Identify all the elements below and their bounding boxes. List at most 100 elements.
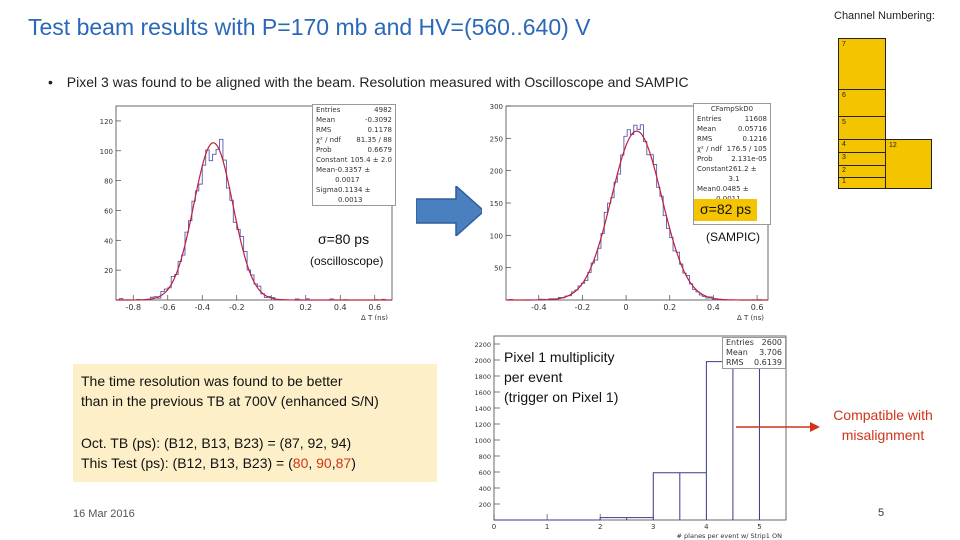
y-tick-label: 2000 (474, 357, 491, 365)
y-tick-label: 250 (490, 135, 503, 143)
y-tick-label: 80 (104, 178, 113, 186)
oscilloscope-stat-key: Constant (316, 156, 348, 164)
x-tick-label: 0.2 (299, 303, 312, 312)
pixel-6-label: 6 (842, 92, 846, 99)
oscilloscope-stat-value: -0.3092 (364, 116, 392, 124)
oscilloscope-stat-row: Constant 105.4 ± 2.0 (313, 155, 395, 165)
sampic-stat-value: 176.5 / 105 (726, 145, 767, 153)
x-tick-label: -0.2 (229, 303, 245, 312)
bullet-symbol: • (48, 74, 53, 90)
pixel-1-label: 1 (842, 178, 846, 185)
sampic-stat-key: Entries (697, 115, 722, 123)
summary-line-2: than in the previous TB at 700V (enhance… (81, 393, 379, 409)
summary-sep-2: , (331, 455, 336, 471)
y-tick-label: 1400 (474, 405, 491, 413)
oscilloscope-stat-value: -0.3357 ± 0.0017 (335, 166, 371, 184)
pixel-6: 6 (838, 89, 886, 117)
pixel-12: 12 (885, 139, 932, 189)
x-tick-label: 0.6 (368, 303, 381, 312)
sampic-stat-value: 0.1216 (742, 135, 768, 143)
red-arrow-icon (736, 422, 820, 432)
oscilloscope-stat-row: RMS 0.1178 (313, 125, 395, 135)
y-tick-label: 20 (104, 267, 113, 275)
y-tick-label: 2200 (474, 341, 491, 349)
pixel-7: 7 (838, 38, 886, 90)
summary-sep-1: , (308, 455, 317, 471)
sampic-stats-box: CFampSkD0 Entries 11608 Mean 0.05716 RMS 0.121… (693, 103, 771, 225)
multiplicity-caption: Pixel 1 multiplicity per event (trigger … (504, 347, 618, 407)
y-tick-label: 50 (494, 265, 503, 273)
sampic-stat-row: Prob 2.131e-05 (694, 154, 770, 164)
footer-date: 16 Mar 2016 (73, 508, 135, 520)
y-tick-label: 200 (479, 501, 491, 509)
oscilloscope-stats-box: Entries 4982 Mean -0.3092 RMS 0.1178 χ² / ndf 8… (312, 104, 396, 206)
sampic-stat-value: 11608 (744, 115, 767, 123)
x-tick-label: -0.6 (160, 303, 176, 312)
oscilloscope-stat-value: 105.4 ± 2.0 (350, 156, 393, 164)
multiplicity-caption-line-3: (trigger on Pixel 1) (504, 389, 619, 405)
x-axis-title: Δ T (ns) (737, 314, 764, 322)
oscilloscope-stat-key: χ² / ndf (316, 136, 342, 144)
y-tick-label: 1200 (474, 421, 491, 429)
oscilloscope-stat-value: 81.35 / 88 (356, 136, 392, 144)
multiplicity-stat-key: RMS (726, 358, 744, 367)
sampic-stat-value: 2.131e-05 (731, 155, 767, 163)
sampic-stat-key: χ² / ndf (697, 145, 723, 153)
y-tick-label: 400 (479, 485, 491, 493)
x-tick-label: 0.6 (751, 303, 764, 312)
multiplicity-stat-row: Entries 2600 (723, 338, 785, 348)
x-tick-label: 0 (492, 523, 496, 531)
multiplicity-stat-key: Entries (726, 338, 754, 347)
gaussian-fit-curve (116, 142, 392, 301)
plot-frame (493, 335, 787, 521)
x-axis-title: Δ T (ns) (361, 314, 388, 320)
x-tick-label: 4 (704, 523, 709, 531)
x-tick-label: -0.4 (531, 303, 547, 312)
summary-value-b23: 87 (335, 455, 352, 471)
histogram-outline (494, 361, 760, 521)
sampic-stat-value: 0.05716 (738, 125, 767, 133)
y-tick-label: 60 (104, 207, 113, 215)
y-tick-label: 300 (490, 103, 503, 111)
multiplicity-stat-value: 0.6139 (754, 358, 782, 367)
x-tick-label: 1 (545, 523, 549, 531)
pixel-3-label: 3 (842, 154, 846, 161)
pixel-2-label: 2 (842, 167, 846, 174)
y-tick-label: 600 (479, 469, 491, 477)
x-tick-label: 0 (269, 303, 274, 312)
oscilloscope-stat-key: RMS (316, 126, 332, 134)
sampic-stat-key: Mean (697, 185, 717, 193)
y-tick-label: 150 (490, 200, 503, 208)
oscilloscope-stat-row: Entries 4982 (313, 105, 395, 115)
oscilloscope-stat-row: Mean -0.3357 ± 0.0017 (313, 165, 395, 185)
pixel-4: 4 (838, 139, 886, 153)
sampic-sigma-badge: σ=82 ps (694, 199, 758, 221)
y-tick-label: 200 (490, 168, 503, 176)
pixel-12-label: 12 (889, 142, 897, 149)
pixel-1: 1 (838, 177, 886, 189)
pixel-3: 3 (838, 152, 886, 166)
oscilloscope-stat-value: 0.6679 (367, 146, 393, 154)
summary-line-3: Oct. TB (ps): (B12, B13, B23) = (87, 92,… (81, 435, 352, 451)
y-tick-label: 40 (104, 237, 113, 245)
y-tick-label: 100 (490, 232, 503, 240)
x-tick-label: 5 (757, 523, 761, 531)
oscilloscope-stat-key: Mean (316, 116, 336, 124)
summary-value-b13: 90 (316, 455, 332, 471)
multiplicity-stat-value: 3.706 (759, 348, 782, 357)
y-tick-label: 800 (479, 453, 491, 461)
sampic-stat-key: Prob (697, 155, 713, 163)
summary-line-4-prefix: This Test (ps): (B12, B13, B23) = ( (81, 455, 293, 471)
right-arrow-icon (416, 186, 486, 236)
sampic-stat-key: RMS (697, 135, 713, 143)
pixel-5: 5 (838, 116, 886, 140)
x-tick-label: 3 (651, 523, 655, 531)
summary-line-1: The time resolution was found to be bett… (81, 373, 343, 389)
sampic-stat-row: χ² / ndf 176.5 / 105 (694, 144, 770, 154)
bullet-text: • Pixel 3 was found to be aligned with t… (48, 74, 689, 90)
multiplicity-stat-row: RMS 0.6139 (723, 358, 785, 368)
page-number: 5 (878, 507, 885, 519)
oscilloscope-stat-row: Sigma 0.1134 ± 0.0013 (313, 185, 395, 205)
x-axis-title: # planes per event w/ Strip1 ON (677, 532, 783, 540)
compatible-note-line-1: Compatible with (833, 407, 933, 423)
